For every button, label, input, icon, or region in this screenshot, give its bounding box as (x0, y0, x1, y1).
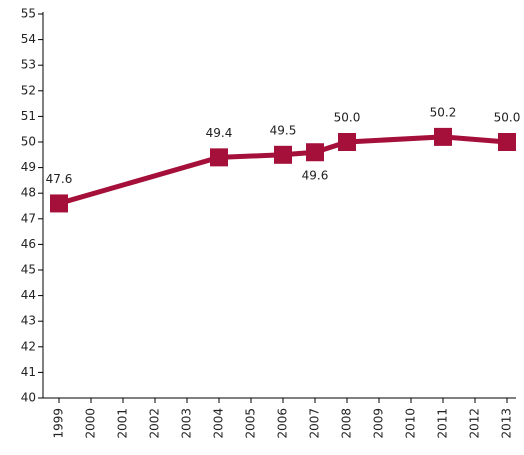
y-tick-label: 45 (21, 263, 36, 277)
y-tick-label: 54 (21, 32, 36, 46)
x-tick-label: 2004 (212, 408, 226, 439)
value-label: 49.5 (270, 123, 297, 137)
value-label: 49.6 (302, 169, 329, 183)
y-tick-label: 48 (21, 186, 36, 200)
marker (210, 148, 228, 167)
y-tick-label: 52 (21, 83, 36, 97)
y-tick-label: 55 (21, 7, 36, 21)
x-tick-label: 2011 (436, 408, 450, 439)
y-tick-label: 43 (21, 314, 36, 328)
value-label: 50.2 (430, 105, 457, 119)
value-label: 49.4 (206, 126, 233, 140)
y-tick-label: 53 (21, 58, 36, 72)
x-tick-label: 2001 (116, 408, 130, 439)
y-tick-label: 50 (21, 135, 36, 149)
value-label: 47.6 (46, 172, 73, 186)
x-tick-label: 2013 (500, 408, 514, 439)
x-tick-label: 1999 (52, 408, 66, 439)
marker (274, 145, 292, 164)
marker (338, 133, 356, 151)
y-tick-label: 49 (21, 160, 36, 174)
y-tick-label: 44 (21, 288, 36, 302)
x-tick-label: 2007 (308, 408, 322, 439)
y-tick-label: 40 (21, 391, 36, 405)
y-tick-label: 46 (21, 237, 36, 251)
y-tick-label: 41 (21, 365, 36, 379)
x-tick-label: 2002 (148, 408, 162, 439)
marker (434, 127, 452, 146)
y-tick-label: 42 (21, 339, 36, 353)
marker (498, 133, 516, 151)
marker (50, 194, 68, 213)
x-tick-label: 2008 (340, 408, 354, 439)
x-tick-label: 2006 (276, 408, 290, 439)
x-tick-label: 2005 (244, 408, 258, 439)
value-label: 50.0 (334, 111, 361, 125)
marker (306, 143, 324, 162)
x-tick-label: 2000 (84, 408, 98, 439)
x-tick-label: 2012 (468, 408, 482, 439)
value-label: 50.0 (494, 111, 521, 125)
x-tick-label: 2003 (180, 408, 194, 439)
x-tick-label: 2010 (404, 408, 418, 439)
x-tick-label: 2009 (372, 408, 386, 439)
y-tick-label: 47 (21, 211, 36, 225)
y-tick-label: 51 (21, 109, 36, 123)
